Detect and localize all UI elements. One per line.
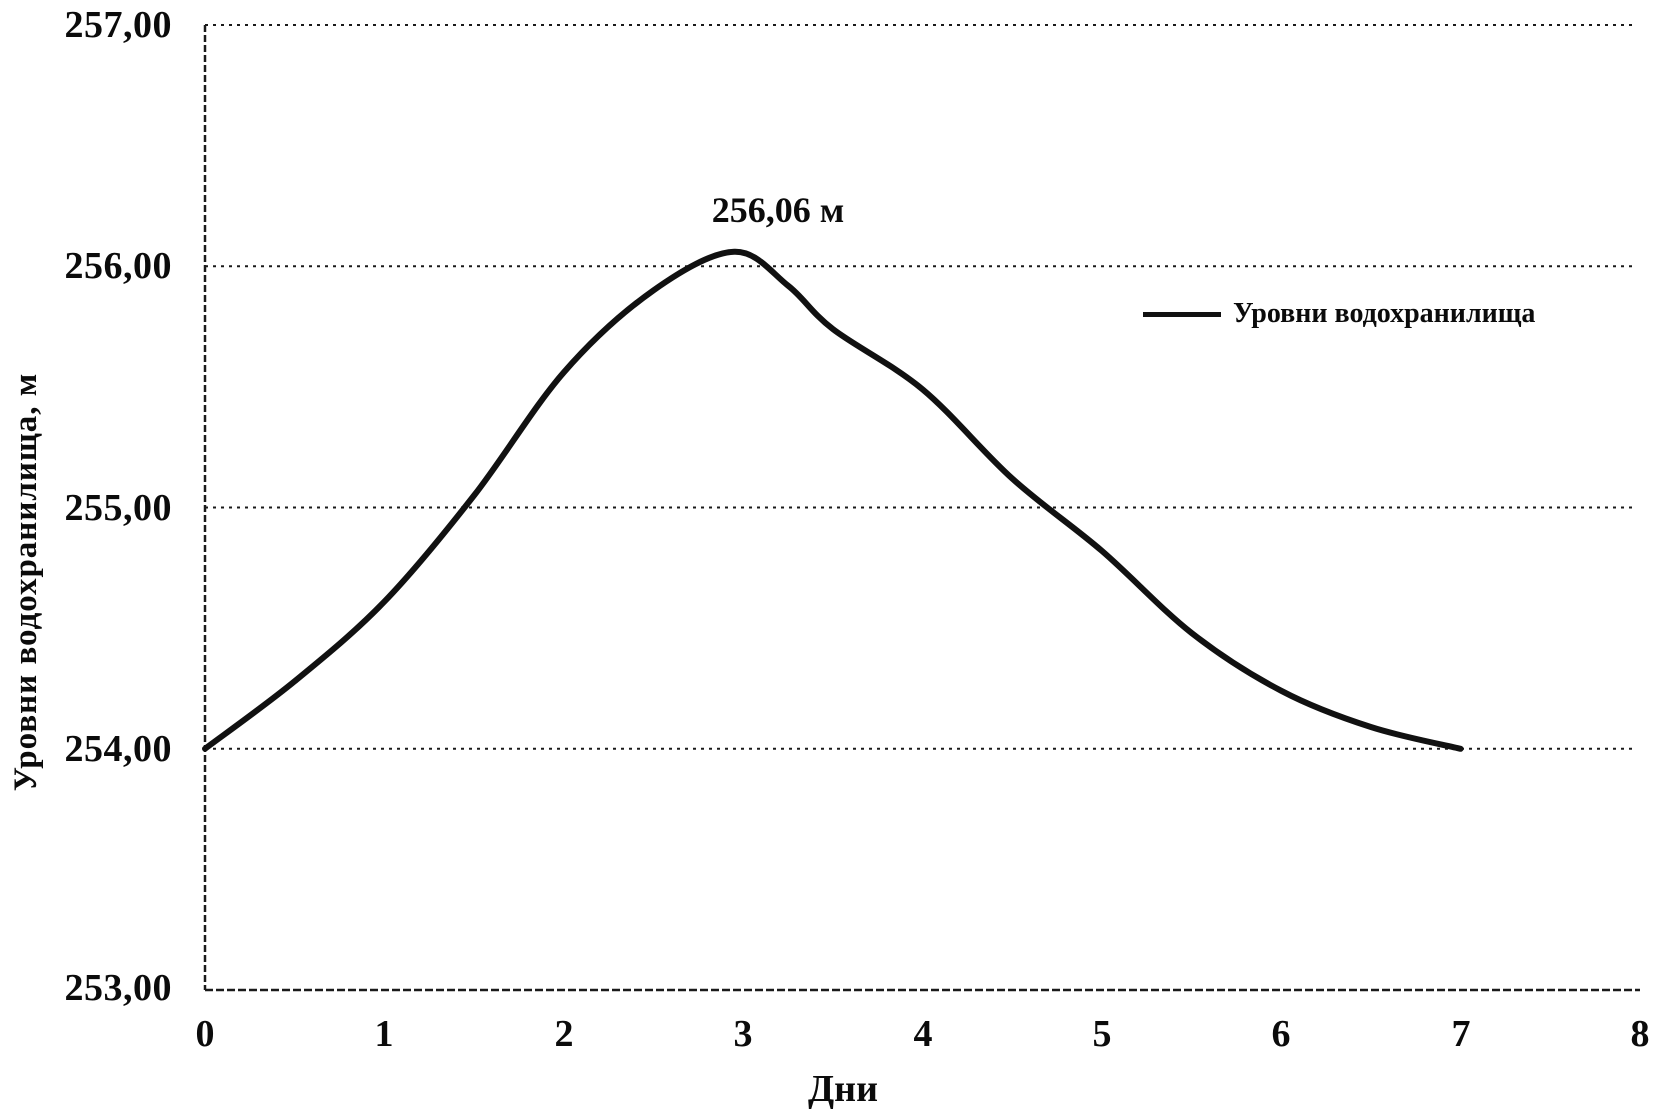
x-axis-tick-label: 6 bbox=[1271, 1013, 1291, 1055]
x-axis-tick-label: 7 bbox=[1451, 1013, 1471, 1055]
x-axis-tick-label: 2 bbox=[554, 1013, 574, 1055]
y-axis-tick-label: 256,00 bbox=[64, 245, 172, 287]
legend-label: Уровни водохранилища bbox=[1233, 298, 1536, 329]
y-axis-tick-label: 255,00 bbox=[64, 487, 172, 529]
y-axis-title: Уровни водохранилища, м bbox=[8, 372, 44, 792]
x-axis-tick-label: 5 bbox=[1092, 1013, 1112, 1055]
peak-value-annotation: 256,06 м bbox=[711, 190, 845, 230]
x-axis-tick-label: 3 bbox=[733, 1013, 753, 1055]
x-axis-tick-label: 8 bbox=[1630, 1013, 1650, 1055]
reservoir-level-curve bbox=[202, 248, 1464, 752]
x-axis-tick-label: 1 bbox=[374, 1013, 394, 1055]
y-axis-tick-label: 257,00 bbox=[64, 4, 172, 46]
y-axis-tick-label: 253,00 bbox=[64, 967, 172, 1009]
legend: Уровни водохранилища bbox=[1143, 296, 1535, 332]
legend-line-sample-icon bbox=[1143, 311, 1221, 317]
y-axis-tick-label: 254,00 bbox=[64, 728, 172, 770]
x-axis-tick-label: 0 bbox=[195, 1013, 215, 1055]
x-axis-tick-label: 4 bbox=[913, 1013, 933, 1055]
x-axis-title: Дни bbox=[808, 1068, 878, 1110]
